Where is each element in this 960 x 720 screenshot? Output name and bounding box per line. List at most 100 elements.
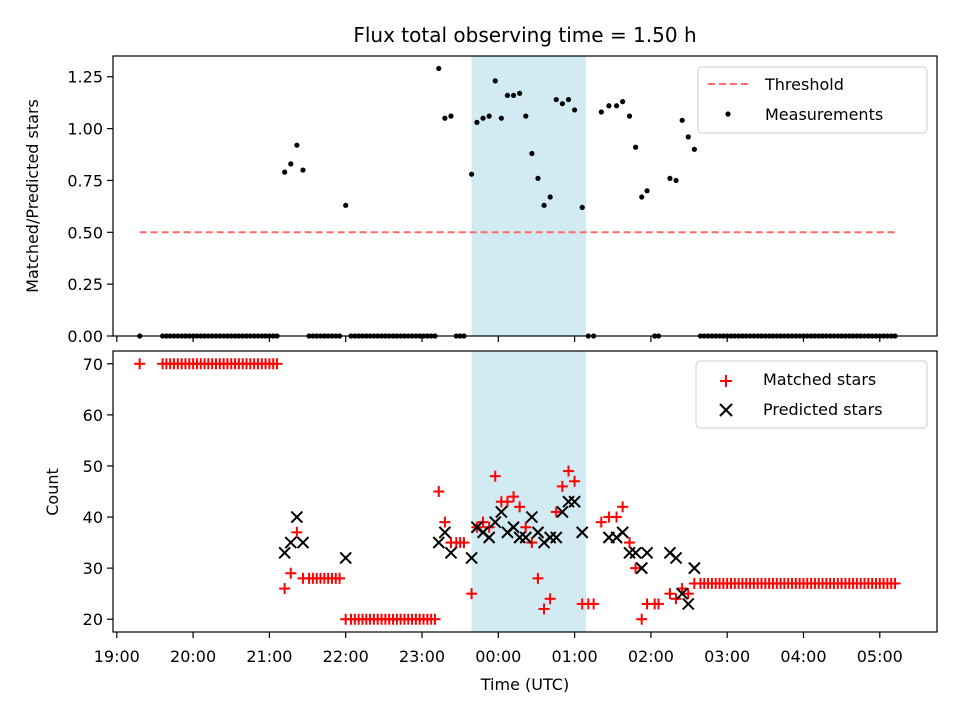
measurement-point — [523, 113, 529, 119]
bottom-y-axis-label: Count — [43, 468, 62, 516]
y-tick-label: 20 — [83, 610, 103, 629]
predicted-star-marker — [290, 510, 304, 524]
predicted-star-marker — [507, 521, 520, 534]
matched-star-marker — [636, 613, 648, 625]
matched-star-marker — [433, 486, 445, 497]
matched-star-marker — [569, 475, 581, 487]
predicted-star-marker — [495, 505, 508, 519]
x-tick-label: 02:00 — [628, 647, 674, 666]
y-tick-label: 0.75 — [67, 171, 103, 190]
matched-star-marker — [271, 358, 283, 370]
bottom-legend-box — [695, 360, 928, 429]
measurement-point — [448, 113, 454, 119]
x-tick-label: 04:00 — [780, 647, 826, 666]
measurement-point — [620, 99, 626, 105]
legend-measurements-label: Measurements — [765, 105, 883, 124]
matched-star-marker — [334, 572, 346, 584]
measurement-point — [598, 109, 604, 115]
measurement-point — [474, 119, 480, 125]
predicted-star-marker — [296, 536, 310, 549]
top-highlight-span — [471, 56, 587, 336]
matched-star-marker — [670, 593, 682, 605]
matched-star-marker — [676, 583, 688, 595]
top-y-axis-label: Matched/Predicted stars — [23, 99, 42, 293]
predicted-star-marker — [531, 526, 545, 539]
x-axis-label: Time (UTC) — [480, 675, 569, 694]
measurements-layer — [137, 65, 898, 339]
measurement-point — [685, 134, 691, 140]
matched-star-marker — [508, 491, 520, 503]
chart-title: Flux total observing time = 1.50 h — [353, 23, 696, 47]
top-panel: Flux total observing time = 1.50 h 0.000… — [23, 23, 938, 346]
x-tick-label: 00:00 — [475, 647, 521, 666]
matched-star-marker — [285, 567, 297, 579]
measurement-point — [579, 204, 585, 211]
measurement-point — [691, 146, 697, 152]
legend-matched-swatch — [720, 375, 732, 387]
measurement-point — [300, 167, 306, 173]
bottom-x-ticks: 19:00 20:00 21:00 22:00 23:00 00:00 01:00 02:00… — [94, 632, 903, 666]
predicted-star-marker — [438, 526, 452, 539]
measurement-point — [559, 101, 565, 107]
predicted-star-marker — [556, 505, 569, 519]
bottom-panel: 20 30 40 50 60 70 19:00 20:00 21:00 22:00 23:00 00… — [43, 350, 938, 694]
y-tick-label: 1.25 — [67, 68, 103, 87]
top-legend-box — [697, 66, 928, 134]
predicted-star-marker — [640, 546, 654, 560]
measurement-point — [498, 115, 504, 121]
matched-star-marker — [538, 603, 550, 615]
predicted-stars-layer — [278, 495, 701, 611]
matched-star-marker — [588, 598, 600, 610]
y-tick-label: 0.50 — [67, 223, 103, 242]
matched-star-marker — [595, 516, 607, 528]
matched-star-marker — [556, 480, 568, 492]
measurement-point — [510, 92, 517, 99]
measurement-point — [626, 113, 633, 119]
matched-star-marker — [630, 562, 642, 574]
matched-star-marker — [501, 496, 513, 508]
legend-threshold-label: Threshold — [764, 75, 844, 94]
legend-matched-label: Matched stars — [763, 370, 876, 389]
x-tick-label: 21:00 — [246, 647, 292, 666]
matched-star-marker — [664, 588, 676, 600]
measurement-point — [480, 115, 486, 121]
bottom-legend: Matched stars Predicted stars — [695, 360, 928, 429]
x-tick-label: 05:00 — [857, 647, 903, 666]
measurement-point — [468, 171, 475, 177]
bottom-highlight-span — [471, 351, 587, 632]
bottom-axes-frame — [112, 350, 938, 633]
matched-star-marker — [653, 598, 665, 610]
measurement-point — [294, 142, 300, 148]
matched-star-marker — [279, 583, 291, 595]
matched-star-marker — [439, 516, 451, 528]
y-tick-label: 0.25 — [67, 275, 103, 294]
legend-predicted-label: Predicted stars — [763, 400, 883, 419]
predicted-star-marker — [616, 526, 629, 539]
predicted-star-marker — [525, 510, 539, 524]
predicted-star-marker — [550, 531, 563, 544]
matched-star-marker — [477, 516, 489, 528]
measurement-point — [644, 188, 650, 194]
y-tick-label: 40 — [83, 508, 103, 527]
matched-stars-layer — [134, 358, 901, 625]
predicted-star-marker — [432, 536, 445, 549]
matched-star-marker — [532, 572, 544, 584]
legend-predicted-swatch — [719, 403, 733, 417]
measurement-point — [492, 78, 498, 84]
matched-star-marker — [617, 501, 629, 513]
x-tick-label: 23:00 — [399, 647, 445, 666]
measurement-point — [535, 175, 541, 181]
measurement-point — [639, 194, 645, 200]
matched-star-marker — [514, 501, 526, 513]
measurement-point — [613, 103, 620, 109]
measurement-point — [571, 107, 578, 113]
measurement-point — [343, 202, 349, 208]
measurement-point — [282, 169, 288, 175]
predicted-star-marker — [675, 587, 689, 600]
y-tick-label: 1.00 — [67, 120, 103, 139]
measurement-point — [606, 103, 612, 109]
measurement-point — [633, 144, 639, 150]
x-tick-label: 20:00 — [170, 647, 216, 666]
predicted-star-marker — [688, 561, 701, 575]
